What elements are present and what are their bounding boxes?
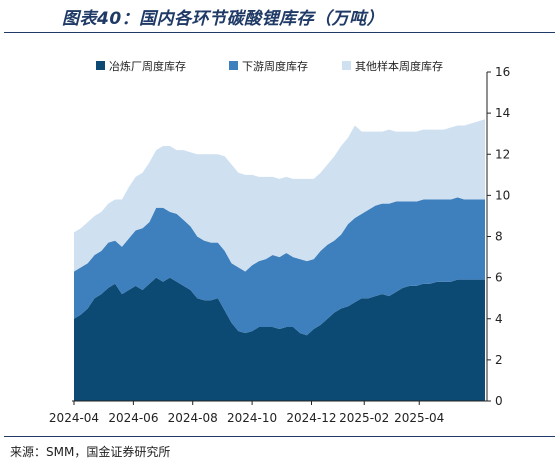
legend: 冶炼厂周度库存 下游周度库存 其他样本周度库存 bbox=[96, 59, 443, 73]
axes-group: 0 2 4 6 8 10 12 14 16 2024-04 2024-06 2024-08 2024-1… bbox=[49, 65, 510, 425]
x-tick-label: 2024-08 bbox=[168, 411, 218, 425]
legend-label-3: 其他样本周度库存 bbox=[355, 59, 443, 73]
source-divider bbox=[4, 436, 555, 437]
legend-label-2: 下游周度库存 bbox=[242, 59, 308, 73]
area-series-3 bbox=[74, 119, 485, 272]
x-tick-label: 2024-10 bbox=[227, 411, 277, 425]
title-divider bbox=[4, 32, 555, 33]
y-tick-label: 10 bbox=[495, 188, 510, 202]
x-tick-label: 2024-04 bbox=[49, 411, 99, 425]
x-tick-label: 2024-06 bbox=[108, 411, 158, 425]
area-series-1 bbox=[74, 277, 485, 401]
y-tick-label: 0 bbox=[495, 394, 503, 408]
area-series-group bbox=[74, 119, 485, 401]
y-tick-label: 12 bbox=[495, 147, 510, 161]
legend-swatch-3 bbox=[342, 61, 351, 70]
y-tick-label: 2 bbox=[495, 353, 503, 367]
y-tick-label: 4 bbox=[495, 312, 503, 326]
source-note: 来源：SMM，国金证券研究所 bbox=[10, 445, 171, 459]
x-tick-label: 2024-12 bbox=[286, 411, 336, 425]
x-tick-label: 2025-04 bbox=[394, 411, 444, 425]
y-tick-label: 6 bbox=[495, 271, 503, 285]
chart-title: 图表40：国内各环节碳酸锂库存（万吨） bbox=[62, 9, 385, 29]
legend-swatch-1 bbox=[96, 61, 105, 70]
y-tick-label: 8 bbox=[495, 230, 503, 244]
stacked-area-chart: 0 2 4 6 8 10 12 14 16 2024-04 2024-06 2024-08 2024-1… bbox=[49, 59, 510, 425]
area-series-2 bbox=[74, 197, 485, 336]
legend-label-1: 冶炼厂周度库存 bbox=[109, 59, 186, 73]
y-tick-label: 16 bbox=[495, 65, 510, 79]
legend-swatch-2 bbox=[229, 61, 238, 70]
y-tick-label: 14 bbox=[495, 106, 510, 120]
x-tick-label: 2025-02 bbox=[339, 411, 389, 425]
